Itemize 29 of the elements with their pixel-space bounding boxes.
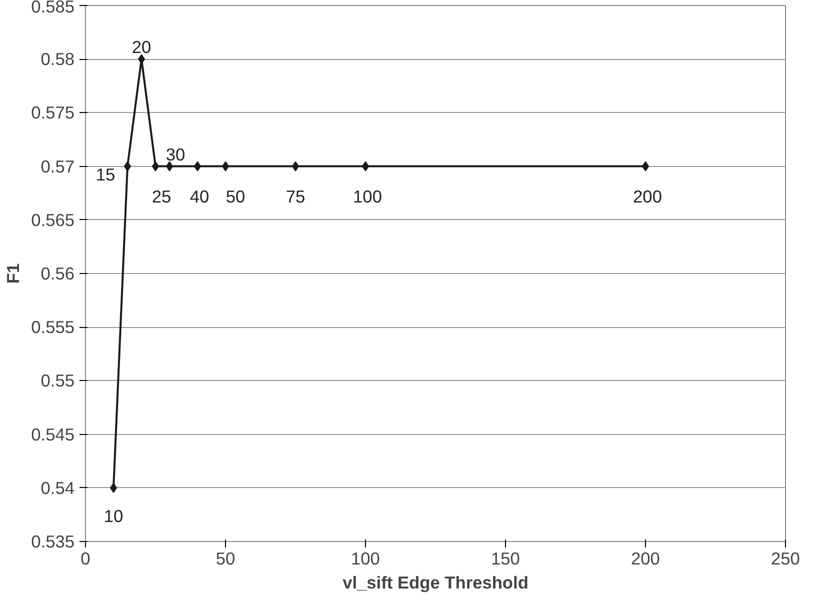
y-tick-label: 0.56: [40, 264, 75, 284]
annotation: 40: [190, 186, 210, 206]
y-tick-label: 0.555: [31, 317, 75, 338]
x-tick-label: 100: [351, 548, 380, 568]
x-axis-title: vl_sift Edge Threshold: [342, 572, 528, 592]
annotation: 15: [96, 164, 116, 184]
y-tick-label: 0.57: [40, 156, 75, 176]
annotation: 50: [226, 186, 246, 206]
y-tick-label: 0.535: [31, 532, 75, 552]
x-tick-label: 150: [491, 548, 520, 568]
x-tick-label: 250: [771, 548, 800, 568]
y-tick-label: 0.58: [40, 49, 75, 70]
y-tick-label: 0.585: [31, 0, 75, 16]
annotation: 75: [286, 186, 306, 206]
annotation: 25: [152, 186, 172, 206]
annotation: 20: [132, 37, 152, 58]
x-tick-label: 50: [216, 548, 236, 568]
annotation: 10: [104, 506, 124, 526]
y-tick-label: 0.54: [40, 478, 75, 498]
y-tick-label: 0.545: [31, 424, 75, 444]
annotation: 200: [633, 186, 662, 206]
y-tick-label: 0.565: [31, 210, 75, 230]
annotation: 100: [353, 186, 382, 206]
y-tick-label: 0.575: [31, 102, 75, 123]
y-tick-label: 0.55: [40, 370, 75, 391]
x-tick-label: 200: [631, 548, 660, 568]
x-tick-label: 0: [80, 548, 90, 568]
annotation: 30: [166, 144, 186, 164]
y-axis-title: F1: [3, 263, 24, 284]
